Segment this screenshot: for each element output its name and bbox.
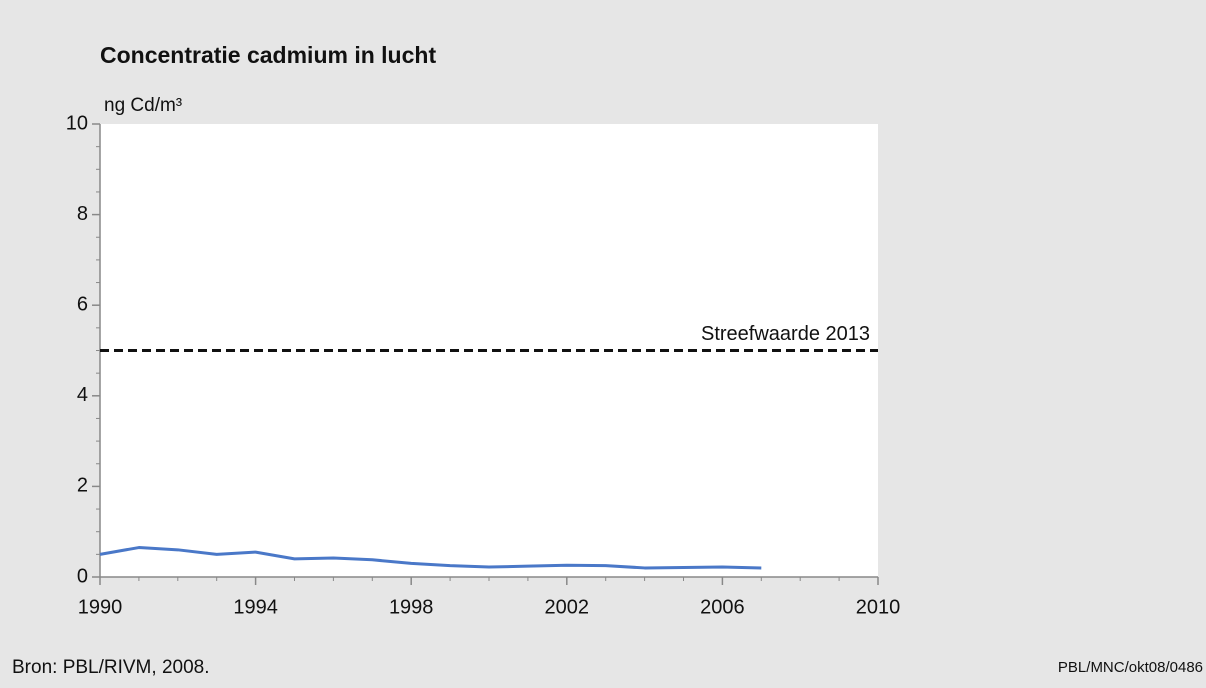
x-tick-label: 1990 (78, 596, 123, 618)
y-tick-label: 8 (77, 203, 88, 225)
y-tick-label: 6 (77, 293, 88, 315)
x-tick-label: 2010 (856, 596, 901, 618)
data-line (99, 546, 762, 570)
chart-title: Concentratie cadmium in lucht (100, 42, 436, 68)
source: Bron: PBL/RIVM, 2008. (12, 657, 210, 678)
y-tick-label: 10 (66, 112, 88, 134)
x-tick-label: 2002 (545, 596, 590, 618)
y-tick-label: 2 (77, 475, 88, 497)
x-tick-label: 1994 (233, 596, 278, 618)
x-tick-label: 2006 (700, 596, 745, 618)
y-axis-label: ng Cd/m³ (104, 95, 182, 116)
credit: PBL/MNC/okt08/0486 (1058, 659, 1203, 676)
y-tick-label: 4 (77, 384, 88, 406)
reference-label: Streefwaarde 2013 (701, 323, 870, 345)
y-tick-label: 0 (77, 565, 88, 587)
x-tick-label: 1998 (389, 596, 434, 618)
